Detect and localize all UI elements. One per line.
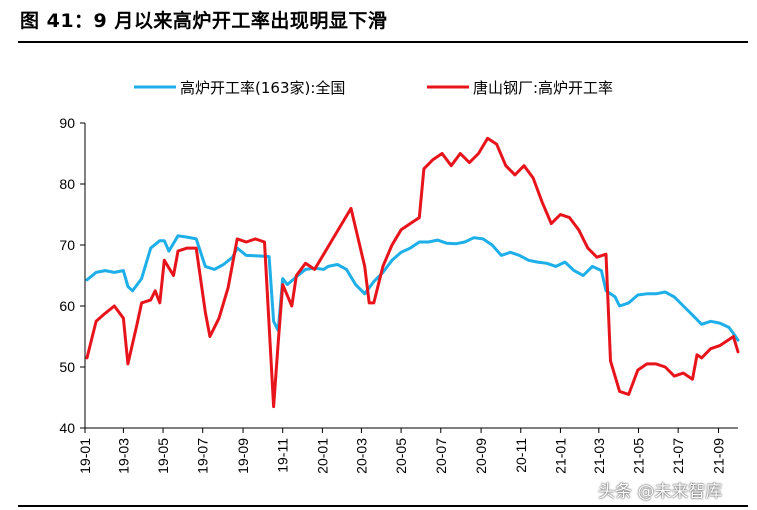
y-tick-label: 70 — [59, 237, 75, 253]
x-tick-label: 19-11 — [275, 438, 291, 473]
x-tick-label: 19-09 — [235, 438, 251, 474]
y-tick-label: 40 — [59, 420, 75, 436]
x-tick-label: 20-03 — [353, 438, 369, 474]
x-tick-label: 19-05 — [155, 438, 171, 474]
line-chart: 高炉开工率(163家):全国 唐山钢厂:高炉开工率 40 50 60 70 80 90 19-… — [59, 79, 740, 474]
x-tick-label: 19-03 — [115, 438, 131, 474]
legend-label-1: 高炉开工率(163家):全国 — [180, 79, 345, 97]
y-tick-label: 80 — [59, 176, 75, 192]
legend-label-2: 唐山钢厂:高炉开工率 — [473, 79, 613, 97]
x-tick-label: 20-07 — [433, 438, 449, 474]
watermark: 头条 @未来智库 — [598, 482, 723, 502]
x-tick-label: 21-01 — [552, 438, 568, 474]
bottom-rule — [18, 505, 748, 507]
title-rule — [18, 41, 748, 43]
x-tick-label: 20-11 — [513, 438, 529, 473]
x-tick-label: 21-03 — [591, 438, 607, 474]
series-line-1 — [85, 234, 740, 342]
axes: 40 50 60 70 80 90 19-01 19-03 19-05 19-07 19-09 19-… — [59, 115, 738, 474]
x-tick-label: 21-09 — [710, 438, 726, 474]
x-tick-label: 20-09 — [473, 438, 489, 474]
x-tick-label: 21-07 — [670, 438, 686, 474]
y-tick-label: 60 — [59, 298, 75, 314]
series-group — [85, 136, 740, 409]
page-title: 图 41：9 月以来高炉开工率出现明显下滑 — [20, 10, 388, 32]
x-tick-label: 20-05 — [393, 438, 409, 474]
x-tick-label: 21-05 — [630, 438, 646, 474]
x-tick-label: 19-01 — [77, 438, 93, 474]
x-tick-label: 20-01 — [314, 438, 330, 474]
x-tick-label: 19-07 — [195, 438, 211, 474]
series-line-2 — [85, 136, 740, 409]
y-tick-label: 50 — [59, 359, 75, 375]
legend: 高炉开工率(163家):全国 唐山钢厂:高炉开工率 — [134, 79, 613, 97]
y-tick-label: 90 — [59, 115, 75, 131]
